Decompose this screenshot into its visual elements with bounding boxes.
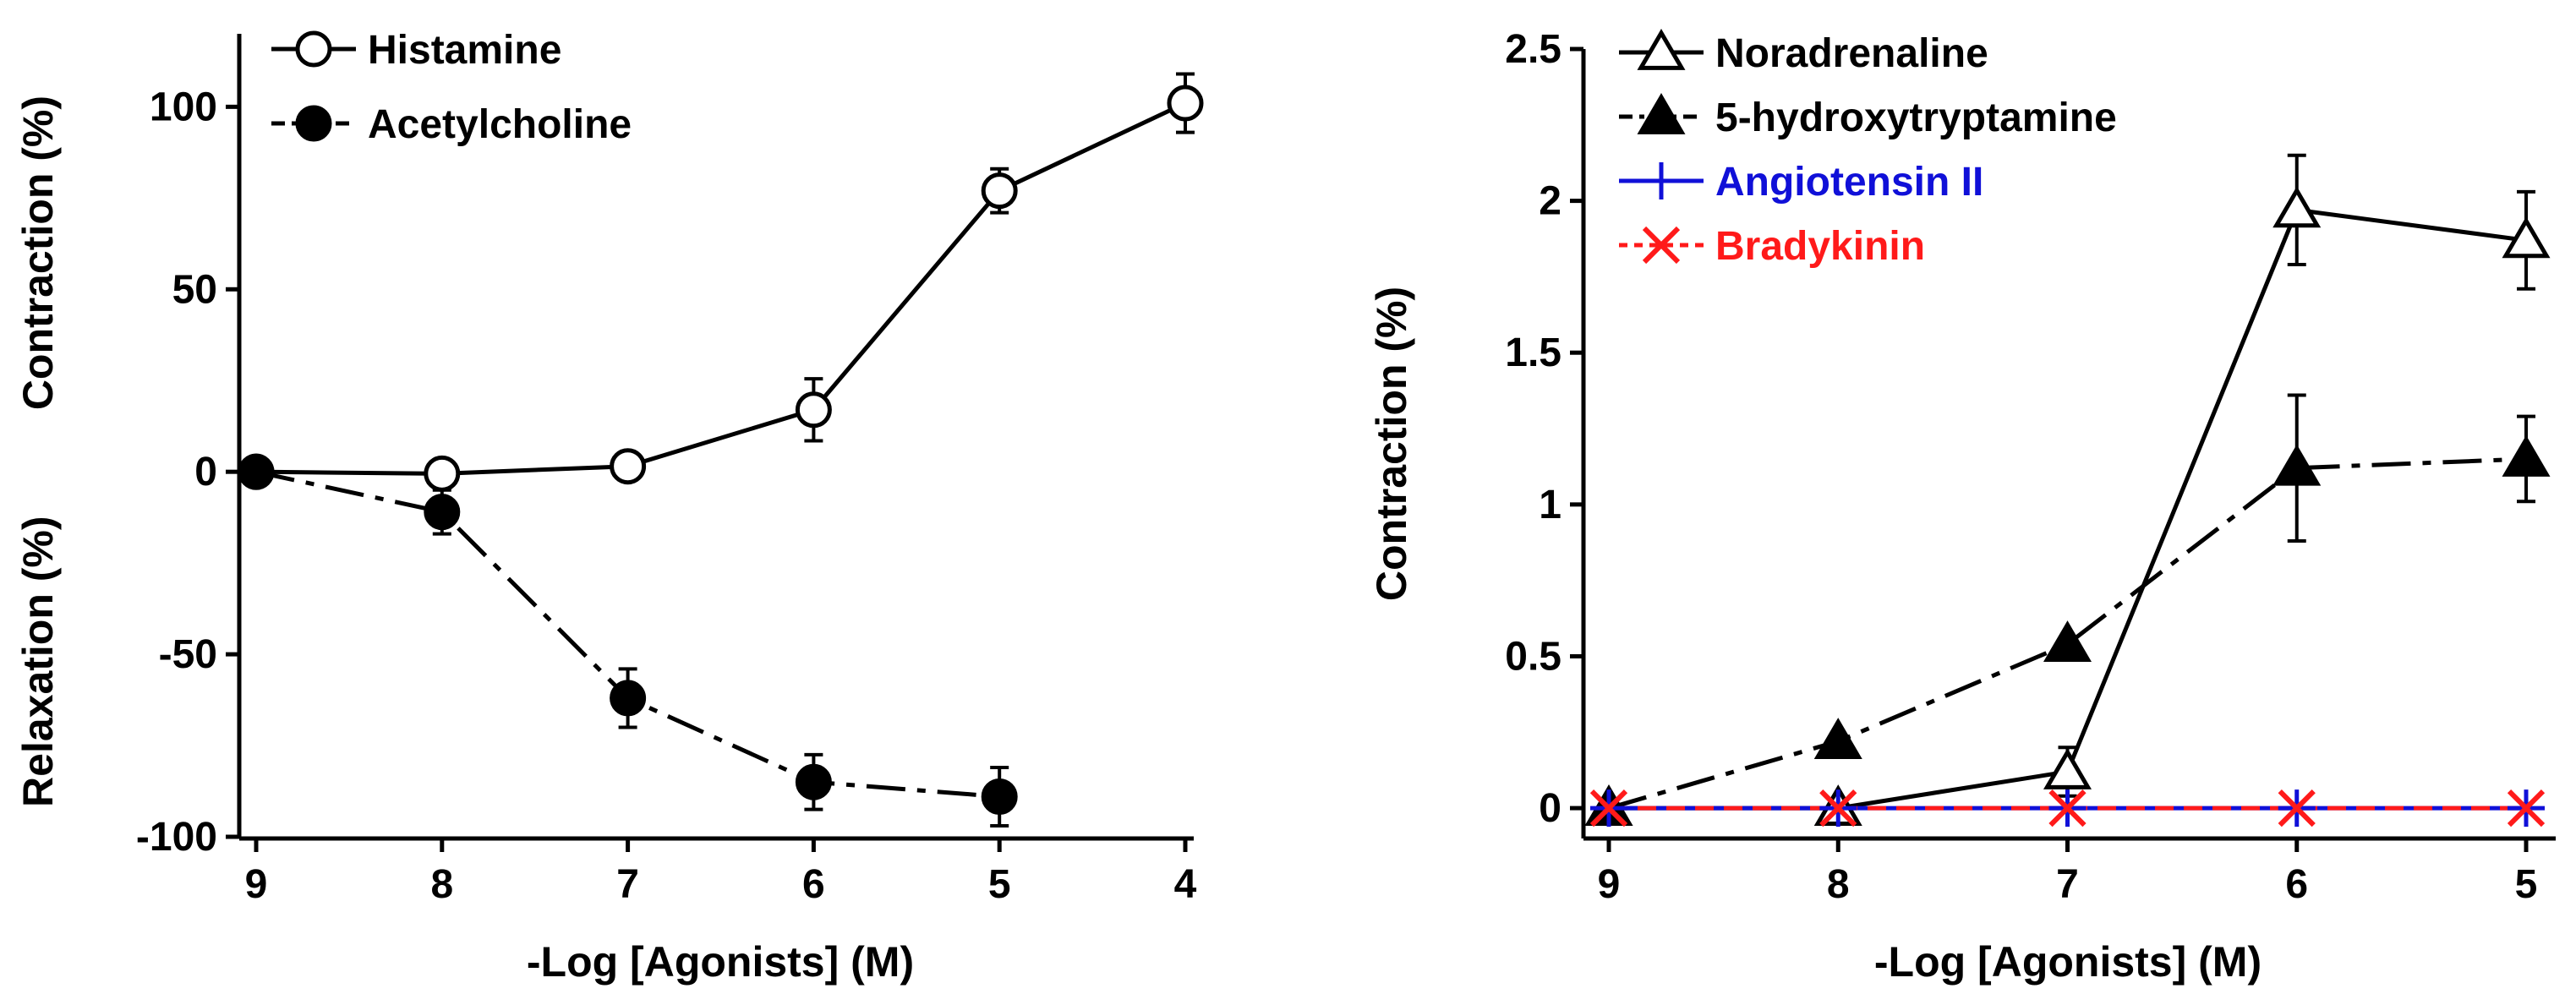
series-line-histamine bbox=[255, 101, 1187, 476]
legend-label: Bradykinin bbox=[1715, 224, 1925, 269]
right-chart: 9 8 7 6 5 2.5 2 1.5 1 0.5 0 -Log [Agonists] (M) Cont… bbox=[1368, 27, 2556, 986]
data-point bbox=[1813, 718, 1862, 759]
data-point bbox=[2272, 444, 2322, 486]
data-point bbox=[2502, 434, 2551, 477]
data-point bbox=[981, 778, 1018, 815]
x-tick-label: 9 bbox=[245, 862, 268, 907]
x-axis-label: -Log [Agonists] (M) bbox=[1874, 938, 2262, 986]
data-point bbox=[981, 172, 1018, 210]
y-tick-label: 2 bbox=[1539, 179, 1561, 224]
data-point bbox=[2043, 620, 2092, 662]
data-point bbox=[610, 448, 647, 485]
data-point bbox=[2048, 789, 2087, 827]
left-chart: 9 8 7 6 5 4 100 50 0 -50 -100 -Log [Agonists] (M) Co… bbox=[14, 28, 1204, 986]
y-tick-label: 1.5 bbox=[1505, 330, 1561, 375]
y-tick-label: 50 bbox=[172, 267, 217, 312]
x-tick-label: 9 bbox=[1598, 862, 1621, 907]
data-point bbox=[1589, 789, 1628, 827]
series-line-5-hydroxytryptamine bbox=[1608, 456, 2527, 811]
data-point bbox=[2502, 216, 2551, 259]
y-axis-label-upper: Contraction (%) bbox=[14, 96, 62, 410]
x-tick-label: 6 bbox=[802, 862, 825, 907]
series-line-acetylcholine bbox=[255, 469, 1000, 799]
x-tick-label: 8 bbox=[430, 862, 453, 907]
y-axis-label: Contraction (%) bbox=[1368, 287, 1415, 601]
y-tick-label: 0 bbox=[194, 450, 217, 494]
data-point bbox=[795, 763, 832, 800]
legend-label: Angiotensin II bbox=[1715, 160, 1983, 205]
x-tick-label: 7 bbox=[616, 862, 639, 907]
legend-marker bbox=[1642, 226, 1681, 265]
series-line-noradrenaline bbox=[1609, 207, 2527, 811]
y-tick-label: 100 bbox=[150, 85, 217, 129]
legend-label: Histamine bbox=[368, 28, 561, 73]
data-point bbox=[1167, 85, 1204, 122]
data-point bbox=[424, 494, 461, 531]
data-point bbox=[2507, 789, 2546, 827]
x-tick-label: 4 bbox=[1174, 862, 1197, 907]
data-point bbox=[610, 680, 647, 717]
x-tick-label: 7 bbox=[2056, 862, 2079, 907]
y-tick-label: 1 bbox=[1539, 483, 1561, 527]
legend-label: Noradrenaline bbox=[1715, 31, 1988, 76]
y-tick-label: 0 bbox=[1539, 786, 1561, 831]
data-point bbox=[2272, 186, 2322, 228]
data-point bbox=[424, 455, 461, 492]
x-axis-label: -Log [Agonists] (M) bbox=[527, 938, 914, 986]
x-tick-label: 6 bbox=[2285, 862, 2308, 907]
data-point bbox=[2278, 789, 2316, 827]
y-tick-label: 2.5 bbox=[1505, 27, 1561, 72]
x-tick-label: 5 bbox=[988, 862, 1011, 907]
x-tick-label: 8 bbox=[1827, 862, 1850, 907]
data-point bbox=[1819, 789, 1857, 827]
legend-marker bbox=[295, 30, 332, 68]
legend-label: 5-hydroxytryptamine bbox=[1715, 96, 2117, 140]
legend-label: Acetylcholine bbox=[368, 102, 632, 147]
data-point bbox=[238, 453, 275, 490]
data-point bbox=[795, 391, 832, 429]
y-tick-label: -50 bbox=[159, 632, 217, 677]
y-tick-label: 0.5 bbox=[1505, 634, 1561, 679]
legend-marker bbox=[1637, 29, 1686, 70]
y-axis-label-lower: Relaxation (%) bbox=[14, 516, 62, 807]
legend-marker bbox=[1637, 93, 1686, 134]
x-tick-label: 5 bbox=[2515, 862, 2538, 907]
legend-marker bbox=[295, 105, 332, 142]
legend-marker bbox=[1643, 162, 1680, 199]
y-tick-label: -100 bbox=[136, 815, 217, 860]
data-point bbox=[2043, 748, 2092, 789]
